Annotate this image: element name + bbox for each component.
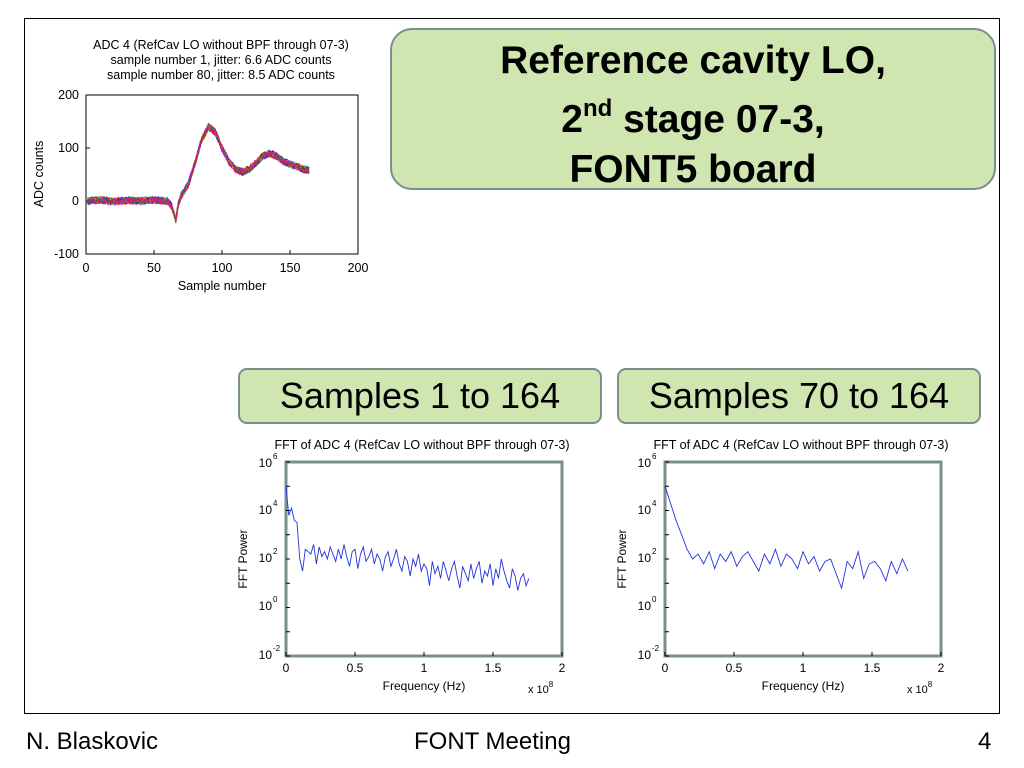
title-line-2-rest: stage 07-3, xyxy=(612,98,825,141)
plot-title-line-3: sample number 80, jitter: 8.5 ADC counts xyxy=(107,68,335,82)
footer-page-number: 4 xyxy=(978,728,992,755)
x-tick-label: 2 xyxy=(938,661,945,675)
svg-text:6: 6 xyxy=(273,452,278,461)
x-tick-label: 1 xyxy=(421,661,428,675)
svg-text:-2: -2 xyxy=(273,644,281,653)
y-tick-label: 200 xyxy=(58,88,79,102)
x-tick-label: 0.5 xyxy=(347,661,364,675)
plot-title-line-2: sample number 1, jitter: 6.6 ADC counts xyxy=(111,53,332,67)
svg-text:0: 0 xyxy=(652,595,657,604)
y-tick-label: 10 4 xyxy=(259,499,278,517)
x-tick-label: 0 xyxy=(662,661,669,675)
y-axis-label: ADC counts xyxy=(32,141,46,208)
x-multiplier: x 108 xyxy=(907,680,933,696)
svg-text:10: 10 xyxy=(259,648,273,662)
y-tick-label: 10 6 xyxy=(259,452,278,470)
y-axis-label: FFT Power xyxy=(615,529,629,588)
fft-marks-group xyxy=(285,461,563,657)
svg-text:10: 10 xyxy=(638,599,652,613)
fft-plot-title: FFT of ADC 4 (RefCav LO without BPF thro… xyxy=(274,438,569,452)
x-tick-label: 1.5 xyxy=(485,661,502,675)
footer-author: N. Blaskovic xyxy=(26,728,159,755)
x-axis-label: Sample number xyxy=(178,279,266,293)
x-tick-label: 0 xyxy=(83,261,90,275)
title-line-3: FONT5 board xyxy=(569,148,817,191)
label-samples-left: Samples 1 to 164 xyxy=(238,368,602,424)
svg-text:0: 0 xyxy=(273,595,278,604)
footer-meeting: FONT Meeting xyxy=(414,728,571,755)
fft-axes-box xyxy=(663,460,943,658)
svg-text:4: 4 xyxy=(652,499,657,508)
y-tick-label: 10 -2 xyxy=(259,644,281,662)
x-tick-label: 150 xyxy=(280,261,301,275)
svg-text:10: 10 xyxy=(638,503,652,517)
fft-axes-box xyxy=(284,460,564,658)
svg-text:10: 10 xyxy=(259,599,273,613)
title-line-2: 2nd stage 07-3, xyxy=(392,86,994,145)
adc-counts-plot: ADC 4 (RefCav LO without BPF through 07-… xyxy=(32,38,369,293)
y-axis-label: FFT Power xyxy=(236,529,250,588)
svg-text:2: 2 xyxy=(652,547,657,556)
fft-plot-right: FFT of ADC 4 (RefCav LO without BPF thro… xyxy=(615,438,949,696)
svg-text:6: 6 xyxy=(652,452,657,461)
x-tick-label: 50 xyxy=(147,261,161,275)
y-tick-label: -100 xyxy=(54,247,79,261)
svg-text:10: 10 xyxy=(638,456,652,470)
x-tick-label: 2 xyxy=(559,661,566,675)
y-tick-label: 0 xyxy=(72,194,79,208)
x-tick-label: 100 xyxy=(212,261,233,275)
fft-marks-group xyxy=(664,461,942,657)
svg-text:10: 10 xyxy=(259,551,273,565)
x-multiplier: x 108 xyxy=(528,680,554,696)
svg-text:4: 4 xyxy=(273,499,278,508)
fft-plot-title: FFT of ADC 4 (RefCav LO without BPF thro… xyxy=(653,438,948,452)
label-samples-right: Samples 70 to 164 xyxy=(617,368,981,424)
x-axis-label: Frequency (Hz) xyxy=(762,679,845,693)
title-line-1: Reference cavity LO, xyxy=(500,39,886,82)
y-tick-label: 100 xyxy=(58,141,79,155)
x-tick-label: 200 xyxy=(348,261,369,275)
svg-text:10: 10 xyxy=(638,648,652,662)
title-line-2-number: 2 xyxy=(561,98,583,141)
svg-text:10: 10 xyxy=(259,503,273,517)
svg-text:10: 10 xyxy=(259,456,273,470)
svg-text:-2: -2 xyxy=(652,644,660,653)
x-tick-label: 0.5 xyxy=(726,661,743,675)
fft-plot-left: FFT of ADC 4 (RefCav LO without BPF thro… xyxy=(236,438,570,696)
y-tick-label: 10 6 xyxy=(638,452,657,470)
svg-text:10: 10 xyxy=(638,551,652,565)
slide-title: Reference cavity LO, 2nd stage 07-3, FON… xyxy=(390,28,996,191)
plot-axes-box xyxy=(85,94,359,255)
x-tick-label: 0 xyxy=(283,661,290,675)
x-tick-label: 1.5 xyxy=(864,661,881,675)
y-tick-label: 10 -2 xyxy=(638,644,660,662)
fft-series-line xyxy=(664,486,909,590)
slide-frame xyxy=(24,18,1000,714)
y-tick-label: 10 2 xyxy=(259,547,278,565)
x-tick-label: 1 xyxy=(800,661,807,675)
svg-text:2: 2 xyxy=(273,547,278,556)
plot-title-line-1: ADC 4 (RefCav LO without BPF through 07-… xyxy=(93,38,349,52)
y-tick-label: 10 4 xyxy=(638,499,657,517)
title-line-2-superscript: nd xyxy=(582,95,613,122)
x-axis-label: Frequency (Hz) xyxy=(383,679,466,693)
adc-trace xyxy=(87,124,310,221)
fft-series-line xyxy=(285,486,530,591)
plot-marks-group xyxy=(85,94,359,255)
y-tick-label: 10 2 xyxy=(638,547,657,565)
